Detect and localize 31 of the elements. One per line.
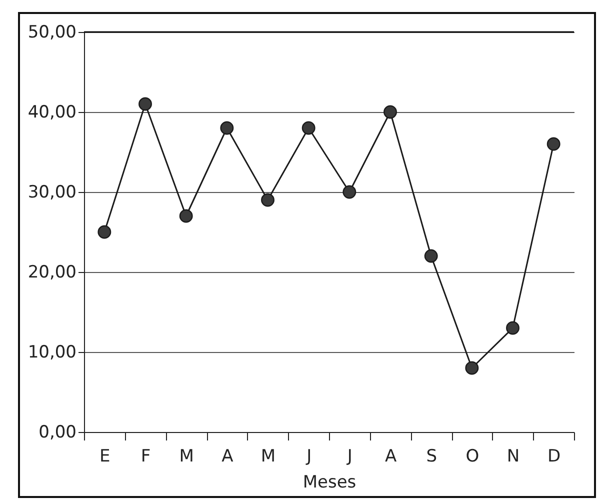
point <box>424 249 438 263</box>
point <box>261 193 274 207</box>
x-tick-label: J <box>306 446 312 466</box>
point <box>546 137 560 151</box>
point <box>465 361 479 375</box>
point <box>342 185 356 199</box>
y-tick-label: 50,00 <box>28 22 76 42</box>
y-tick-label: 0,00 <box>38 422 76 442</box>
x-tick-label: D <box>548 446 561 466</box>
x-tick-label: A <box>222 446 234 466</box>
y-tick-label: 10,00 <box>28 342 76 362</box>
point <box>384 105 397 119</box>
x-tick-label: N <box>506 446 520 466</box>
point <box>138 97 152 111</box>
point <box>179 209 193 223</box>
y-tick-label: 20,00 <box>28 262 76 282</box>
point <box>220 121 234 135</box>
x-tick-label: M <box>179 446 194 466</box>
x-tick-label: M <box>260 446 276 466</box>
x-tick-label: F <box>140 446 151 466</box>
point <box>98 225 112 239</box>
y-tick-label: 40,00 <box>28 102 76 122</box>
x-tick-label: O <box>466 446 480 466</box>
x-tick-label: A <box>384 446 397 466</box>
point <box>302 121 316 135</box>
x-tick-label: J <box>346 446 352 466</box>
x-tick-label: E <box>100 446 110 466</box>
x-axis-title: Meses <box>302 472 356 492</box>
y-tick-label: 30,00 <box>28 182 76 202</box>
point <box>506 321 520 335</box>
x-tick-label: S <box>426 446 437 466</box>
